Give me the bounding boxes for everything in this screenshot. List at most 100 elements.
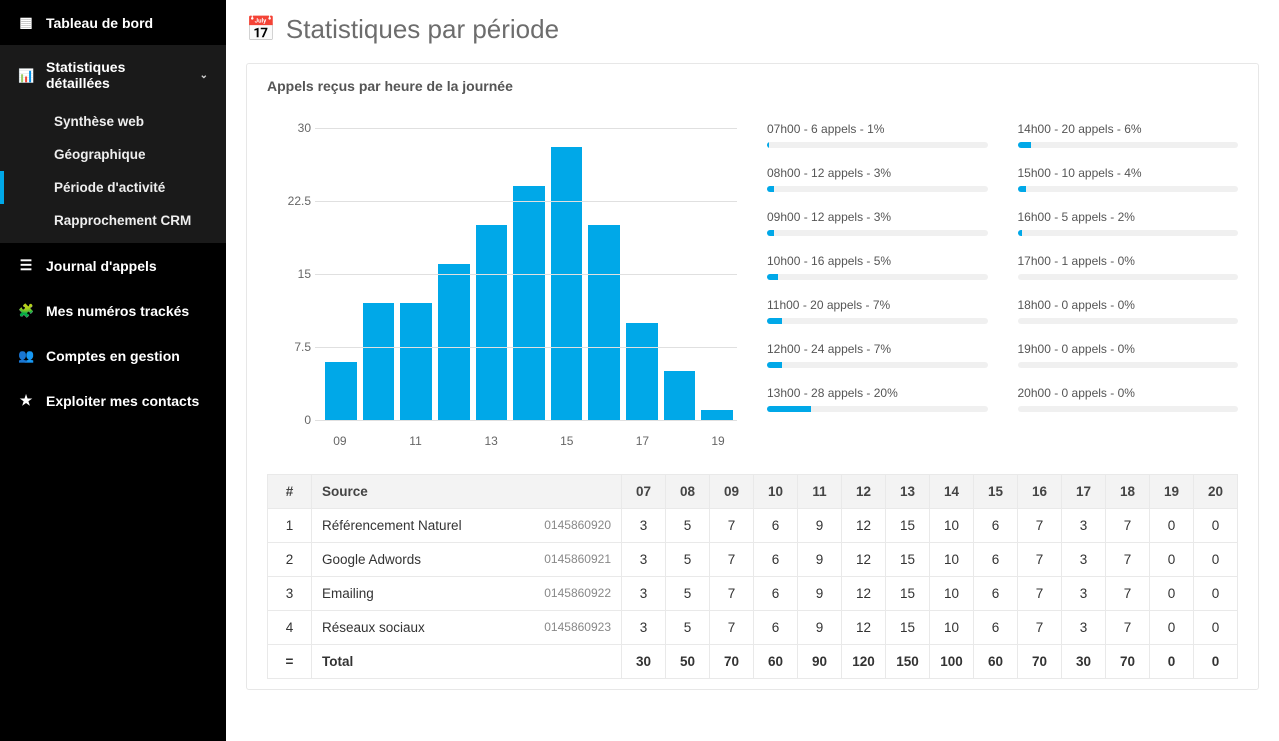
td-value: 90 — [798, 645, 842, 679]
chart-ytick: 22.5 — [273, 194, 311, 208]
sidebar: Tableau de bordStatistiques détaillées⌄S… — [0, 0, 226, 741]
td-value: 12 — [842, 577, 886, 611]
sidebar-item[interactable]: Mes numéros trackés — [0, 288, 226, 333]
td-value: 7 — [1018, 611, 1062, 645]
chart-xtick — [434, 434, 472, 448]
td-value: 3 — [622, 577, 666, 611]
progress-row: 17h00 - 1 appels - 0% — [1018, 254, 1239, 280]
progress-label: 19h00 - 0 appels - 0% — [1018, 342, 1239, 356]
sidebar-subitem[interactable]: Géographique — [0, 138, 226, 171]
sidebar-subitem[interactable]: Période d'activité — [0, 171, 226, 204]
th-hour: 09 — [710, 475, 754, 509]
td-value: 6 — [974, 611, 1018, 645]
progress-track — [1018, 186, 1239, 192]
sidebar-item[interactable]: Journal d'appels — [0, 243, 226, 288]
sidebar-item[interactable]: Statistiques détaillées ⌄ — [0, 45, 226, 105]
chart-bar — [476, 225, 508, 420]
progress-row: 13h00 - 28 appels - 20% — [767, 386, 988, 412]
th-hour: 08 — [666, 475, 710, 509]
td-value: 7 — [710, 611, 754, 645]
chevron-down-icon: ⌄ — [200, 70, 208, 81]
sidebar-item-label: Statistiques détaillées — [46, 59, 188, 91]
progress-label: 07h00 - 6 appels - 1% — [767, 122, 988, 136]
td-value: 10 — [930, 611, 974, 645]
td-value: 70 — [710, 645, 754, 679]
th-hour: 14 — [930, 475, 974, 509]
sidebar-item-label: Tableau de bord — [46, 15, 153, 31]
progress-track — [767, 186, 988, 192]
progress-fill — [1018, 230, 1022, 236]
chart-bar — [701, 410, 733, 420]
th-index: # — [268, 475, 312, 509]
td-value: 10 — [930, 577, 974, 611]
td-value: 9 — [798, 611, 842, 645]
sidebar-item[interactable]: Tableau de bord — [0, 0, 226, 45]
td-value: 0 — [1194, 645, 1238, 679]
chart-x-axis: 091113151719 — [321, 434, 737, 448]
td-value: 0 — [1194, 509, 1238, 543]
progress-fill — [767, 230, 774, 236]
progress-track — [767, 274, 988, 280]
th-hour: 17 — [1062, 475, 1106, 509]
progress-label: 13h00 - 28 appels - 20% — [767, 386, 988, 400]
sidebar-item[interactable]: Exploiter mes contacts — [0, 378, 226, 423]
td-index: 2 — [268, 543, 312, 577]
progress-track — [767, 230, 988, 236]
td-value: 5 — [666, 577, 710, 611]
td-value: 9 — [798, 543, 842, 577]
td-source: Référencement Naturel0145860920 — [312, 509, 622, 543]
progress-fill — [767, 318, 782, 324]
td-source: Réseaux sociaux0145860923 — [312, 611, 622, 645]
chart-xtick: 13 — [472, 434, 510, 448]
chart-xtick: 09 — [321, 434, 359, 448]
td-value: 10 — [930, 509, 974, 543]
td-value: 3 — [1062, 577, 1106, 611]
progress-label: 11h00 - 20 appels - 7% — [767, 298, 988, 312]
main-content: Statistiques par période Appels reçus pa… — [226, 0, 1279, 741]
progress-label: 20h00 - 0 appels - 0% — [1018, 386, 1239, 400]
progress-row: 08h00 - 12 appels - 3% — [767, 166, 988, 192]
td-source: Google Adwords0145860921 — [312, 543, 622, 577]
td-value: 7 — [1018, 577, 1062, 611]
td-value: 7 — [710, 509, 754, 543]
progress-col-right: 14h00 - 20 appels - 6%15h00 - 10 appels … — [1018, 122, 1239, 456]
td-source: Emailing0145860922 — [312, 577, 622, 611]
td-value: 6 — [754, 611, 798, 645]
td-value: 7 — [710, 543, 754, 577]
sidebar-item[interactable]: Comptes en gestion — [0, 333, 226, 378]
chart-gridline — [315, 201, 737, 202]
td-value: 60 — [754, 645, 798, 679]
progress-fill — [1018, 142, 1031, 148]
td-value: 5 — [666, 543, 710, 577]
chart-bar — [363, 303, 395, 420]
progress-label: 18h00 - 0 appels - 0% — [1018, 298, 1239, 312]
table-head: #Source0708091011121314151617181920 — [268, 475, 1238, 509]
td-value: 0 — [1194, 543, 1238, 577]
table-row: 2Google Adwords0145860921357691215106737… — [268, 543, 1238, 577]
chart-ytick: 7.5 — [273, 340, 311, 354]
td-value: 30 — [1062, 645, 1106, 679]
th-hour: 16 — [1018, 475, 1062, 509]
td-value: 7 — [1106, 611, 1150, 645]
progress-track — [767, 318, 988, 324]
calendar-icon — [246, 15, 276, 44]
sidebar-subitem[interactable]: Rapprochement CRM — [0, 204, 226, 237]
sidebar-item-icon — [18, 392, 34, 409]
sidebar-subitem[interactable]: Synthèse web — [0, 105, 226, 138]
td-value: 0 — [1150, 543, 1194, 577]
td-value: 3 — [1062, 543, 1106, 577]
sidebar-item-label: Comptes en gestion — [46, 348, 180, 364]
sidebar-submenu: Synthèse webGéographiquePériode d'activi… — [0, 105, 226, 243]
td-value: 60 — [974, 645, 1018, 679]
panel-title: Appels reçus par heure de la journée — [247, 64, 1258, 108]
td-value: 15 — [886, 611, 930, 645]
progress-label: 10h00 - 16 appels - 5% — [767, 254, 988, 268]
chart-xtick — [586, 434, 624, 448]
chart-bar — [325, 362, 357, 420]
chart-bar — [400, 303, 432, 420]
td-value: 7 — [1018, 543, 1062, 577]
td-value: 15 — [886, 509, 930, 543]
td-value: 0 — [1150, 645, 1194, 679]
td-value: 6 — [754, 543, 798, 577]
chart-bar — [551, 147, 583, 420]
